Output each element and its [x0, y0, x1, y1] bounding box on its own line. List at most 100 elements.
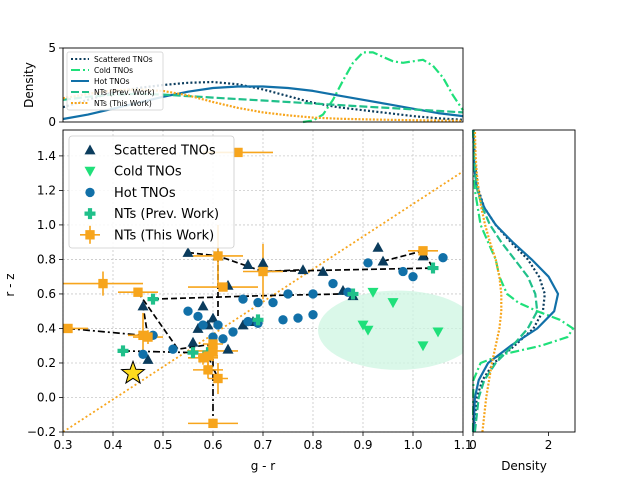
point-hot-tnos: [238, 294, 248, 304]
point-nts-this-work: [233, 147, 243, 158]
point-hot-tnos: [138, 349, 148, 360]
point-hot-tnos: [308, 289, 318, 299]
y-tick-label: 1.0: [37, 218, 56, 232]
right-curve-nts-prev-work: [472, 129, 539, 433]
point-hot-tnos: [408, 272, 418, 282]
point-nts-this-work: [213, 373, 223, 384]
point-nts-this-work: [63, 323, 73, 334]
y-tick-label: 0.0: [37, 390, 56, 404]
point-scattered-tnos: [137, 300, 149, 311]
x-tick-label: 1.0: [403, 438, 422, 452]
tie-line: [137, 291, 214, 351]
main-legend: Scattered TNOs Cold TNOs Hot TNOs NTs (Prev…: [68, 135, 235, 249]
point-nts-this-work: [208, 418, 218, 429]
y-tick-label: 0.6: [37, 287, 56, 301]
top-curve-cold-tnos: [302, 51, 464, 124]
point-scattered-tnos: [182, 247, 194, 257]
point-nts-this-work: [208, 346, 218, 356]
point-hot-tnos: [193, 311, 203, 322]
point-scattered-tnos: [187, 336, 199, 347]
point-nts-this-work: [418, 246, 428, 256]
point-cold-tnos: [367, 287, 379, 298]
star-marker: [120, 359, 146, 385]
main-legend-box: [68, 135, 235, 249]
top-y-ticks: 05: [48, 41, 63, 129]
tie-line: [187, 251, 304, 273]
legend-marker-scattered-tnos: [84, 144, 96, 155]
point-hot-tnos: [253, 297, 263, 308]
legend-label-cold-tnos: Cold TNOs: [114, 165, 182, 180]
point-nts-prev-work: [147, 293, 159, 305]
right-x-tick-label: 2: [545, 438, 553, 452]
point-hot-tnos: [363, 258, 373, 268]
main-y-ticks: −0.2 0.0 0.2 0.4 0.6 0.8 1.0 1.2 1.4: [27, 149, 63, 439]
point-nts-this-work: [203, 365, 213, 375]
point-hot-tnos: [308, 309, 318, 320]
tie-line: [67, 327, 144, 337]
right-curve-hot-tnos: [472, 129, 560, 433]
x-tick-label: 0.8: [303, 438, 322, 452]
point-nts-this-work: [213, 251, 223, 261]
right-x-tick-label: 0: [469, 438, 477, 452]
point-nts-prev-work: [117, 345, 129, 357]
point-cold-tnos: [417, 341, 429, 352]
top-legend-label-nts-prev-work: NTs (Prev. Work): [94, 88, 155, 97]
right-x-axis-label: Density: [501, 459, 547, 473]
y-tick-label: 1.2: [37, 183, 56, 197]
right-panel-frame: [472, 129, 576, 433]
top-legend: Scattered TNOs Cold TNOs Hot TNOs NTs (Prev…: [66, 51, 164, 111]
point-scattered-tnos: [242, 259, 254, 270]
tie-line: [122, 350, 194, 354]
y-tick-label: 0.4: [37, 321, 56, 335]
point-cold-tnos: [357, 320, 369, 331]
point-nts-this-work: [258, 266, 268, 277]
point-hot-tnos: [398, 266, 408, 277]
point-scattered-tnos: [197, 300, 209, 311]
point-hot-tnos: [168, 344, 178, 354]
point-scattered-tnos: [372, 241, 384, 252]
y-tick-label: 1.4: [37, 149, 56, 163]
right-panel-background: [473, 130, 575, 432]
tie-line: [262, 267, 434, 273]
point-hot-tnos: [213, 320, 223, 330]
legend-marker-nts-prev-work: [84, 208, 96, 220]
point-nts-this-work: [138, 330, 148, 341]
point-scattered-tnos: [237, 319, 249, 330]
top-legend-label-cold-tnos: Cold TNOs: [94, 66, 133, 75]
point-hot-tnos: [438, 253, 448, 263]
point-hot-tnos: [243, 316, 253, 327]
point-scattered-tnos: [222, 343, 234, 354]
point-scattered-tnos: [377, 255, 389, 266]
point-hot-tnos: [293, 313, 303, 323]
point-hot-tnos: [183, 306, 193, 316]
main-scatter-panel: 0.3 0.4 0.5 0.6 0.7 0.8 0.9 1.0 1.1 −0.2 0.0 0.2 0.…: [3, 129, 473, 473]
point-cold-tnos: [432, 327, 444, 338]
top-legend-label-scattered-tnos: Scattered TNOs: [94, 55, 153, 64]
point-hot-tnos: [328, 278, 338, 289]
reference-line: [63, 170, 463, 432]
legend-label-nts-prev-work: NTs (Prev. Work): [114, 207, 219, 222]
top-y-tick-label: 5: [48, 41, 56, 55]
point-scattered-tnos: [257, 257, 269, 268]
point-nts-this-work: [143, 332, 153, 342]
legend-label-nts-this-work: NTs (This Work): [114, 228, 214, 243]
point-cold-tnos: [387, 298, 399, 309]
point-scattered-tnos: [317, 266, 329, 276]
x-tick-label: 0.6: [203, 438, 222, 452]
point-nts-this-work: [133, 287, 143, 297]
right-density-curves: [471, 129, 575, 433]
point-nts-prev-work: [427, 262, 439, 274]
point-hot-tnos: [218, 334, 228, 344]
point-nts-prev-work: [187, 347, 199, 359]
legend-label-scattered-tnos: Scattered TNOs: [114, 144, 216, 159]
y-tick-label: −0.2: [27, 425, 56, 439]
point-hot-tnos: [228, 327, 238, 337]
point-scattered-tnos: [142, 354, 154, 364]
point-nts-prev-work: [252, 314, 264, 326]
main-y-axis-label: r - z: [3, 273, 17, 296]
point-scattered-tnos: [297, 264, 309, 275]
top-y-tick-label: 0: [48, 115, 56, 129]
point-hot-tnos: [278, 315, 288, 325]
